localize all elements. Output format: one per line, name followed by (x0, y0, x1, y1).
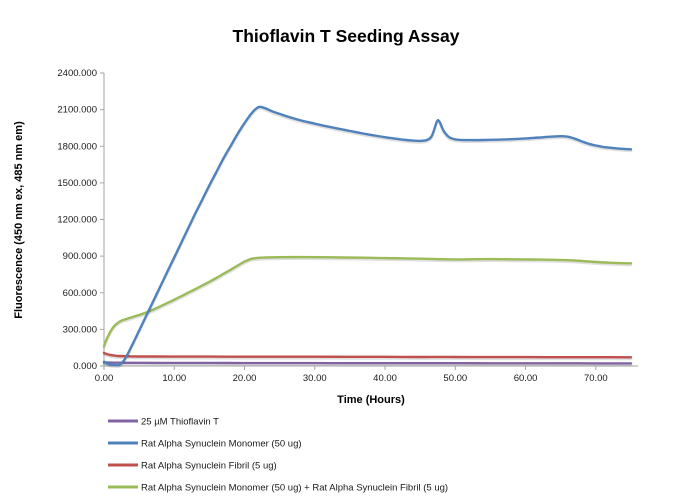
legend: 25 µM Thioflavin T Rat Alpha Synuclein Mo… (108, 417, 448, 494)
y-tick-label: 2100.000 (57, 105, 97, 116)
series-line-shadow (102, 257, 633, 349)
series-line-shadow (102, 362, 633, 367)
legend-label: Rat Alpha Synuclein Monomer (50 ug) (141, 439, 302, 450)
legend-item-0: 25 µM Thioflavin T (108, 417, 219, 428)
series-line-shadow (102, 353, 633, 361)
series-line-3 (102, 255, 633, 348)
legend-label: 25 µM Thioflavin T (141, 417, 219, 428)
x-tick-label: 70.00 (584, 373, 608, 384)
y-tick-label: 1500.000 (57, 178, 97, 189)
x-tick-label: 60.00 (514, 373, 538, 384)
plot-area: 0.000 300.000 600.000 900.000 1200.000 1500.0… (57, 68, 638, 384)
legend-item-2: Rat Alpha Synuclein Fibril (5 ug) (108, 461, 277, 472)
x-tick-label: 40.00 (373, 373, 397, 384)
x-tick-label: 10.00 (162, 373, 186, 384)
series-line-1 (102, 105, 633, 367)
y-tick-label: 1800.000 (57, 141, 97, 152)
x-tick-label: 50.00 (443, 373, 467, 384)
legend-item-1: Rat Alpha Synuclein Monomer (50 ug) (108, 439, 302, 450)
y-tick-label: 2400.000 (57, 68, 97, 79)
y-tick-label: 0.000 (73, 361, 97, 372)
axis-lines (103, 73, 638, 367)
x-tick-label: 20.00 (233, 373, 257, 384)
legend-label: Rat Alpha Synuclein Fibril (5 ug) (141, 461, 277, 472)
x-tick-label: 30.00 (303, 373, 327, 384)
series-line-2 (102, 351, 633, 359)
y-tick-label: 1200.000 (57, 215, 97, 226)
y-tick-label: 900.000 (63, 251, 97, 262)
series-line-0 (102, 361, 633, 365)
legend-item-3: Rat Alpha Synuclein Monomer (50 ug) + Ra… (108, 483, 448, 494)
legend-label: Rat Alpha Synuclein Monomer (50 ug) + Ra… (141, 483, 448, 494)
y-axis-title: Fluorescence (450 nm ex, 485 nm em) (13, 121, 25, 319)
x-axis-title: Time (Hours) (337, 394, 405, 406)
y-tick-label: 600.000 (63, 288, 97, 299)
x-tick-label: 0.00 (95, 373, 114, 384)
y-tick-label: 300.000 (63, 324, 97, 335)
chart-title: Thioflavin T Seeding Assay (233, 26, 460, 46)
